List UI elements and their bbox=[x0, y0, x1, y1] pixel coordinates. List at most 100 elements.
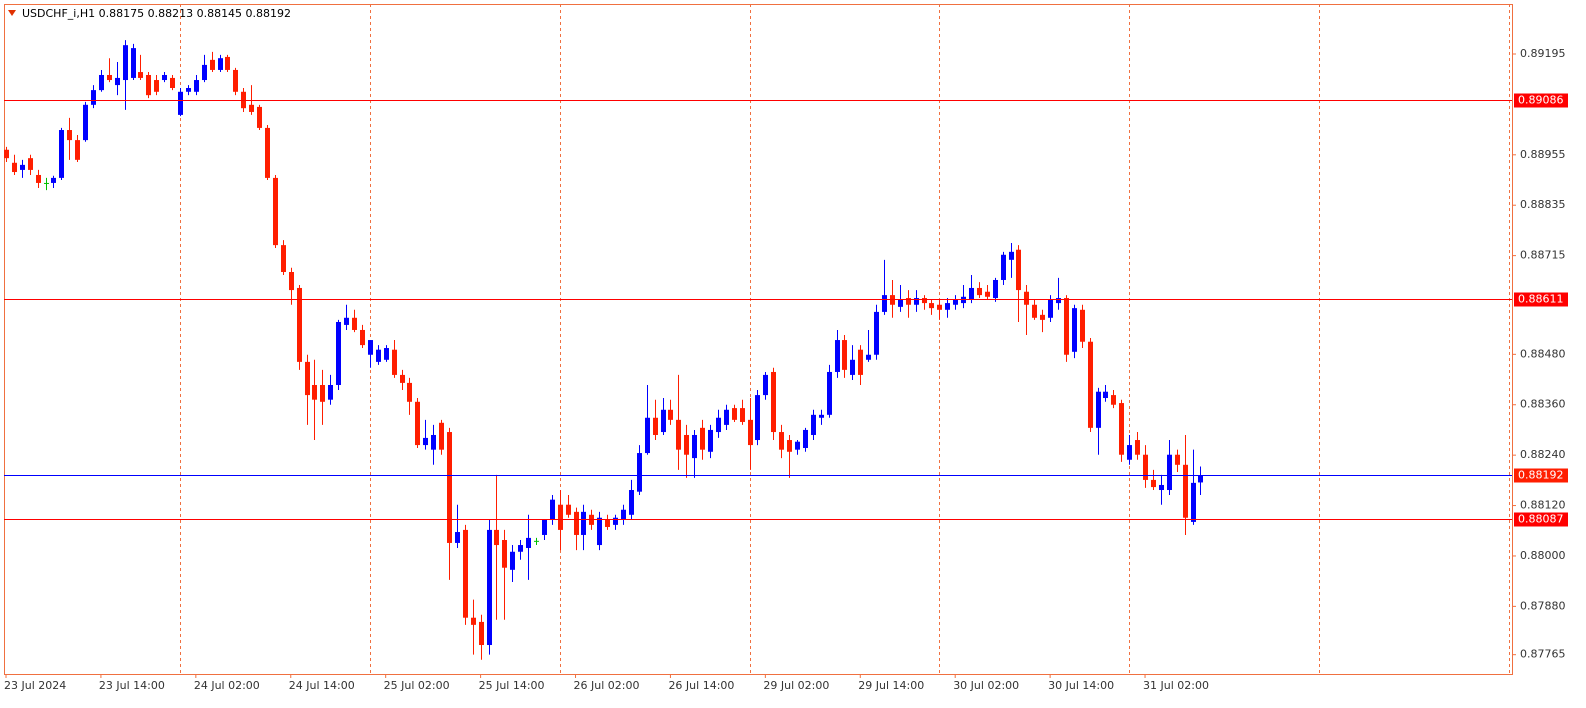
candle-body bbox=[597, 517, 602, 546]
candle-body bbox=[668, 409, 673, 420]
candle-body bbox=[914, 298, 919, 305]
candle-body bbox=[985, 291, 990, 297]
candle-body bbox=[1159, 484, 1164, 491]
candle-body bbox=[178, 91, 183, 115]
candle-body bbox=[494, 529, 499, 546]
title-arrow bbox=[8, 10, 16, 16]
candle-body bbox=[755, 395, 760, 441]
candle-body bbox=[542, 519, 547, 535]
x-tick-label: 29 Jul 14:00 bbox=[858, 679, 924, 692]
candle-body bbox=[534, 540, 539, 542]
price-level-tag bbox=[1514, 512, 1568, 527]
candle-body bbox=[368, 340, 373, 355]
candle-body bbox=[558, 504, 563, 530]
candle-body bbox=[945, 303, 950, 310]
candle-body bbox=[1183, 464, 1188, 518]
candle-body bbox=[233, 69, 238, 92]
x-tick-label: 30 Jul 14:00 bbox=[1048, 679, 1114, 692]
candle-body bbox=[1009, 251, 1014, 260]
x-tick-label: 26 Jul 14:00 bbox=[668, 679, 734, 692]
candle-body bbox=[605, 519, 610, 527]
candle-body bbox=[210, 59, 215, 70]
y-tick-label: 0.89195 bbox=[1520, 47, 1566, 60]
y-tick-label: 0.88360 bbox=[1520, 398, 1566, 411]
candle-body bbox=[360, 329, 365, 346]
candle-body bbox=[581, 511, 586, 535]
candle-body bbox=[447, 432, 452, 543]
candle-body bbox=[1167, 454, 1172, 491]
candle-body bbox=[787, 440, 792, 452]
candle-body bbox=[969, 287, 974, 300]
candle-body bbox=[716, 417, 721, 433]
candle-body bbox=[336, 321, 341, 385]
candle-body bbox=[431, 434, 436, 450]
candle-body bbox=[827, 371, 832, 415]
candle-body bbox=[4, 149, 9, 159]
candle-body bbox=[225, 56, 230, 70]
candle-body bbox=[645, 417, 650, 454]
candle-body bbox=[1056, 298, 1061, 304]
candle-body bbox=[653, 417, 658, 435]
y-tick-label: 0.88120 bbox=[1520, 499, 1566, 512]
candle-body bbox=[937, 304, 942, 310]
candle-body bbox=[708, 429, 713, 452]
x-tick-label: 23 Jul 2024 bbox=[4, 679, 66, 692]
candle-body bbox=[400, 374, 405, 383]
candle-body bbox=[123, 45, 128, 81]
candle-body bbox=[835, 340, 840, 372]
y-tick-label: 0.87880 bbox=[1520, 599, 1566, 612]
x-tick-label: 26 Jul 02:00 bbox=[574, 679, 640, 692]
candle-body bbox=[471, 617, 476, 625]
candle-body bbox=[977, 287, 982, 296]
candle-body bbox=[463, 529, 468, 618]
y-tick-label: 0.87765 bbox=[1520, 648, 1566, 661]
x-tick-label: 30 Jul 02:00 bbox=[953, 679, 1019, 692]
candle-body bbox=[479, 621, 484, 646]
candle-body bbox=[906, 298, 911, 305]
candle-body bbox=[289, 272, 294, 291]
candle-body bbox=[194, 80, 199, 92]
candle-body bbox=[1088, 341, 1093, 428]
candle-body bbox=[75, 140, 80, 160]
candle-body bbox=[107, 74, 112, 81]
candle-body bbox=[415, 401, 420, 446]
candle-body bbox=[305, 361, 310, 396]
y-tick-label: 0.88000 bbox=[1520, 549, 1566, 562]
candle-body bbox=[83, 104, 88, 141]
candle-body bbox=[763, 374, 768, 396]
candle-body bbox=[748, 419, 753, 446]
candle-body bbox=[898, 299, 903, 307]
candle-body bbox=[186, 88, 191, 92]
candle-body bbox=[1191, 482, 1196, 522]
candle-body bbox=[312, 384, 317, 400]
candle-body bbox=[146, 74, 151, 96]
candle-body bbox=[423, 437, 428, 446]
price-level-label: 0.88192 bbox=[1518, 469, 1564, 482]
candle-body bbox=[1135, 440, 1140, 455]
candle-body bbox=[241, 91, 246, 109]
candle-body bbox=[740, 408, 745, 422]
candle-body bbox=[661, 409, 666, 433]
candle-body bbox=[700, 427, 705, 450]
candle-body bbox=[273, 177, 278, 246]
x-tick-label: 24 Jul 02:00 bbox=[194, 679, 260, 692]
candle-body bbox=[162, 74, 167, 81]
candle-body bbox=[803, 429, 808, 449]
candle-body bbox=[1001, 254, 1006, 280]
candle-body bbox=[1175, 454, 1180, 465]
candle-body bbox=[692, 434, 697, 459]
candle-body bbox=[1048, 299, 1053, 318]
candle-body bbox=[131, 48, 136, 78]
plot-frame bbox=[4, 4, 1513, 675]
candle-body bbox=[154, 80, 159, 92]
candle-body bbox=[218, 58, 223, 70]
candle-body bbox=[392, 349, 397, 375]
candle-body bbox=[344, 317, 349, 325]
candle-body bbox=[1111, 395, 1116, 405]
candle-body bbox=[629, 490, 634, 515]
x-tick-label: 24 Jul 14:00 bbox=[289, 679, 355, 692]
candle-body bbox=[1040, 314, 1045, 320]
